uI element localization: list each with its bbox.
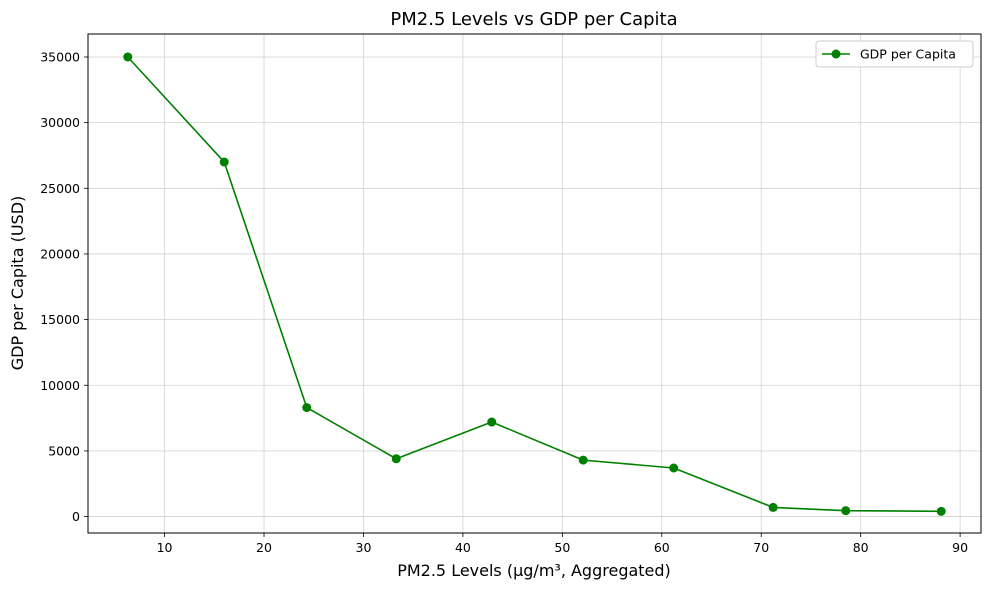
- axis-ticks: 10 20 30 40 50 60 70 80 90 0 5000 10000 15000 20000 25…: [40, 49, 968, 555]
- data-point: [302, 403, 312, 413]
- x-axis-label: PM2.5 Levels (µg/m³, Aggregated): [397, 561, 671, 580]
- y-tick-label: 15000: [40, 312, 80, 327]
- x-tick-label: 30: [356, 540, 372, 555]
- y-tick-label: 25000: [40, 181, 80, 196]
- y-tick-label: 35000: [40, 49, 80, 64]
- plot-frame: [87, 33, 982, 534]
- data-point: [219, 157, 229, 167]
- data-point: [768, 502, 778, 512]
- x-tick-label: 70: [753, 540, 769, 555]
- data-point: [936, 506, 946, 516]
- x-tick-label: 40: [455, 540, 471, 555]
- chart-title: PM2.5 Levels vs GDP per Capita: [390, 9, 677, 30]
- x-tick-label: 20: [256, 540, 272, 555]
- legend-label: GDP per Capita: [860, 47, 956, 62]
- y-axis-label: GDP per Capita (USD): [8, 196, 27, 371]
- data-point: [669, 463, 679, 473]
- y-tick-label: 0: [72, 509, 80, 524]
- data-point: [841, 506, 851, 516]
- grid: [88, 34, 981, 533]
- x-tick-label: 80: [853, 540, 869, 555]
- data-point: [123, 52, 133, 62]
- x-tick-label: 10: [157, 540, 173, 555]
- data-point: [487, 417, 497, 427]
- y-tick-label: 10000: [40, 378, 80, 393]
- data-point: [391, 454, 401, 464]
- x-tick-label: 50: [554, 540, 570, 555]
- x-tick-label: 90: [952, 540, 968, 555]
- y-tick-label: 20000: [40, 246, 80, 261]
- legend-box: [815, 40, 974, 68]
- series-line: [127, 56, 942, 513]
- y-tick-label: 5000: [48, 443, 80, 458]
- data-point: [578, 455, 588, 465]
- x-tick-label: 60: [654, 540, 670, 555]
- legend-marker-swatch: [831, 49, 841, 59]
- legend: GDP per Capita: [815, 40, 974, 68]
- series-layer: [123, 52, 946, 516]
- y-tick-label: 30000: [40, 115, 80, 130]
